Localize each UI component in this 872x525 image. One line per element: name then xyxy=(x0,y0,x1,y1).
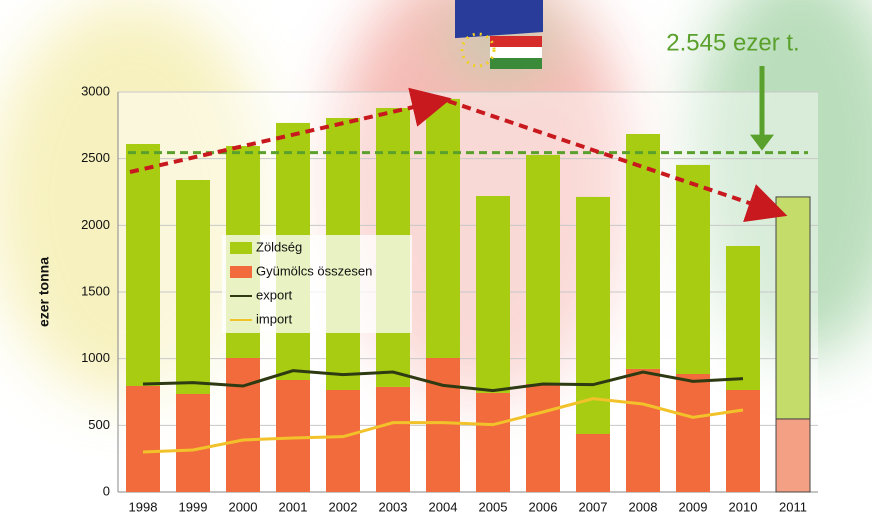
trend-arrow xyxy=(129,87,452,174)
bar xyxy=(775,196,811,420)
x-tick-label: 1998 xyxy=(129,499,158,514)
bar xyxy=(426,358,460,492)
annotation-arrow-head xyxy=(750,134,774,151)
y-tick-label: 1500 xyxy=(81,283,110,298)
x-tick-label: 2000 xyxy=(229,499,258,514)
x-tick-label: 2008 xyxy=(629,499,658,514)
bar xyxy=(126,386,160,492)
legend-label: Zöldség xyxy=(256,239,302,254)
y-axis-label: ezer tonna xyxy=(36,257,52,327)
bar xyxy=(426,98,460,358)
bar xyxy=(176,394,210,492)
legend-label: export xyxy=(256,287,293,302)
legend: Zöldség Gyümölcs összesen export import xyxy=(222,235,412,333)
annotation: 2.545 ezer t. xyxy=(666,29,799,56)
bar xyxy=(576,434,610,492)
eu-hu-flag xyxy=(455,0,543,69)
legend-label: import xyxy=(256,311,293,326)
y-tick-label: 1000 xyxy=(81,350,110,365)
bar xyxy=(526,384,560,492)
y-tick-label: 2500 xyxy=(81,150,110,165)
bar xyxy=(676,374,710,492)
x-tick-label: 2010 xyxy=(729,499,758,514)
bar xyxy=(326,390,360,492)
bar xyxy=(376,386,410,492)
y-tick-label: 0 xyxy=(103,483,110,498)
x-tick-label: 2007 xyxy=(579,499,608,514)
y-tick-label: 500 xyxy=(88,417,110,432)
bar xyxy=(276,380,310,492)
line xyxy=(142,369,744,393)
x-tick-label: 2006 xyxy=(529,499,558,514)
legend-swatch xyxy=(230,266,252,278)
bar xyxy=(676,164,710,374)
bar xyxy=(176,180,210,394)
trend-arrow xyxy=(447,99,788,222)
bar xyxy=(526,154,560,384)
bar xyxy=(576,196,610,434)
x-tick-label: 2009 xyxy=(679,499,708,514)
bar xyxy=(476,196,510,393)
x-tick-label: 2011 xyxy=(779,499,807,514)
bar xyxy=(126,144,160,386)
x-tick-label: 2003 xyxy=(379,499,408,514)
x-tick-label: 2005 xyxy=(479,499,508,514)
y-tick-label: 2000 xyxy=(81,217,110,232)
x-tick-label: 2004 xyxy=(429,499,458,514)
bar xyxy=(726,246,760,390)
bar xyxy=(626,134,660,369)
legend-swatch xyxy=(230,242,252,254)
x-tick-label: 2002 xyxy=(329,499,358,514)
x-tick-label: 2001 xyxy=(279,499,308,514)
legend-label: Gyümölcs összesen xyxy=(256,263,372,278)
line xyxy=(142,397,744,454)
bar xyxy=(726,390,760,492)
y-tick-label: 3000 xyxy=(81,83,110,98)
x-tick-label: 1999 xyxy=(179,499,208,514)
bar xyxy=(226,358,260,492)
bar xyxy=(476,392,510,492)
bar xyxy=(626,368,660,492)
bar xyxy=(775,418,811,493)
